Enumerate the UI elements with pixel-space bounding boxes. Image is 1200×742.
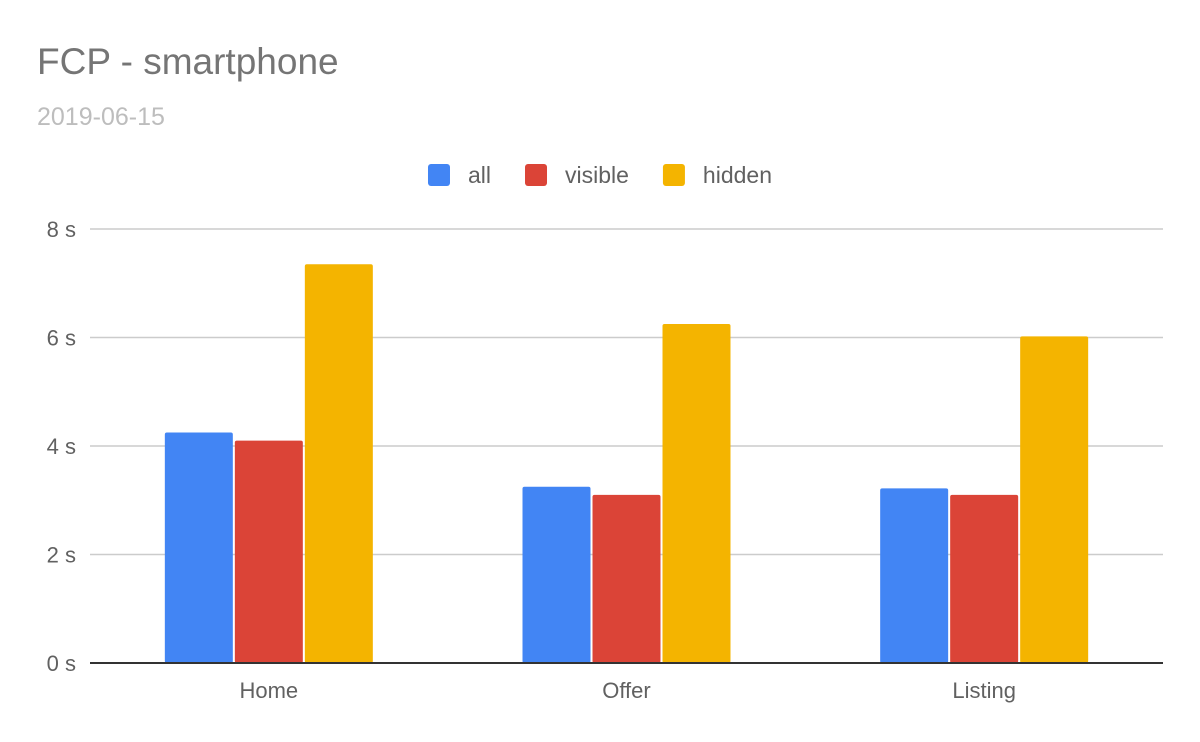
- bar-all-listing: [880, 488, 949, 663]
- bar-hidden-listing: [1020, 336, 1089, 663]
- legend-swatch-visible: [525, 164, 548, 186]
- y-tick-label: 8 s: [47, 217, 76, 242]
- legend-swatch-all: [427, 164, 450, 186]
- x-tick-label: Listing: [952, 678, 1016, 703]
- legend-label-visible: visible: [565, 162, 629, 188]
- bar-visible-listing: [950, 494, 1019, 663]
- bar-visible-offer: [592, 494, 661, 663]
- chart-title: FCP - smartphone: [37, 41, 339, 82]
- y-tick-label: 0 s: [47, 651, 76, 676]
- bar-visible-home: [234, 440, 303, 663]
- bar-all-home: [164, 432, 233, 663]
- x-axis: Home Offer Listing: [90, 662, 1163, 703]
- y-axis: 0 s 2 s 4 s 6 s 8 s: [47, 217, 76, 676]
- y-tick-label: 2 s: [47, 543, 76, 568]
- bar-hidden-home: [304, 264, 373, 663]
- bar-all-offer: [522, 486, 591, 663]
- chart-subtitle: 2019-06-15: [37, 103, 165, 131]
- legend-label-all: all: [468, 162, 491, 188]
- legend-swatch-hidden: [662, 164, 685, 186]
- x-tick-label: Offer: [602, 678, 651, 703]
- x-tick-label: Home: [239, 678, 298, 703]
- legend-label-hidden: hidden: [703, 162, 772, 188]
- y-tick-label: 4 s: [47, 434, 76, 459]
- y-tick-label: 6 s: [47, 326, 76, 351]
- bar-hidden-offer: [662, 323, 731, 663]
- bars: [164, 264, 1089, 663]
- legend: all visible hidden: [427, 162, 772, 188]
